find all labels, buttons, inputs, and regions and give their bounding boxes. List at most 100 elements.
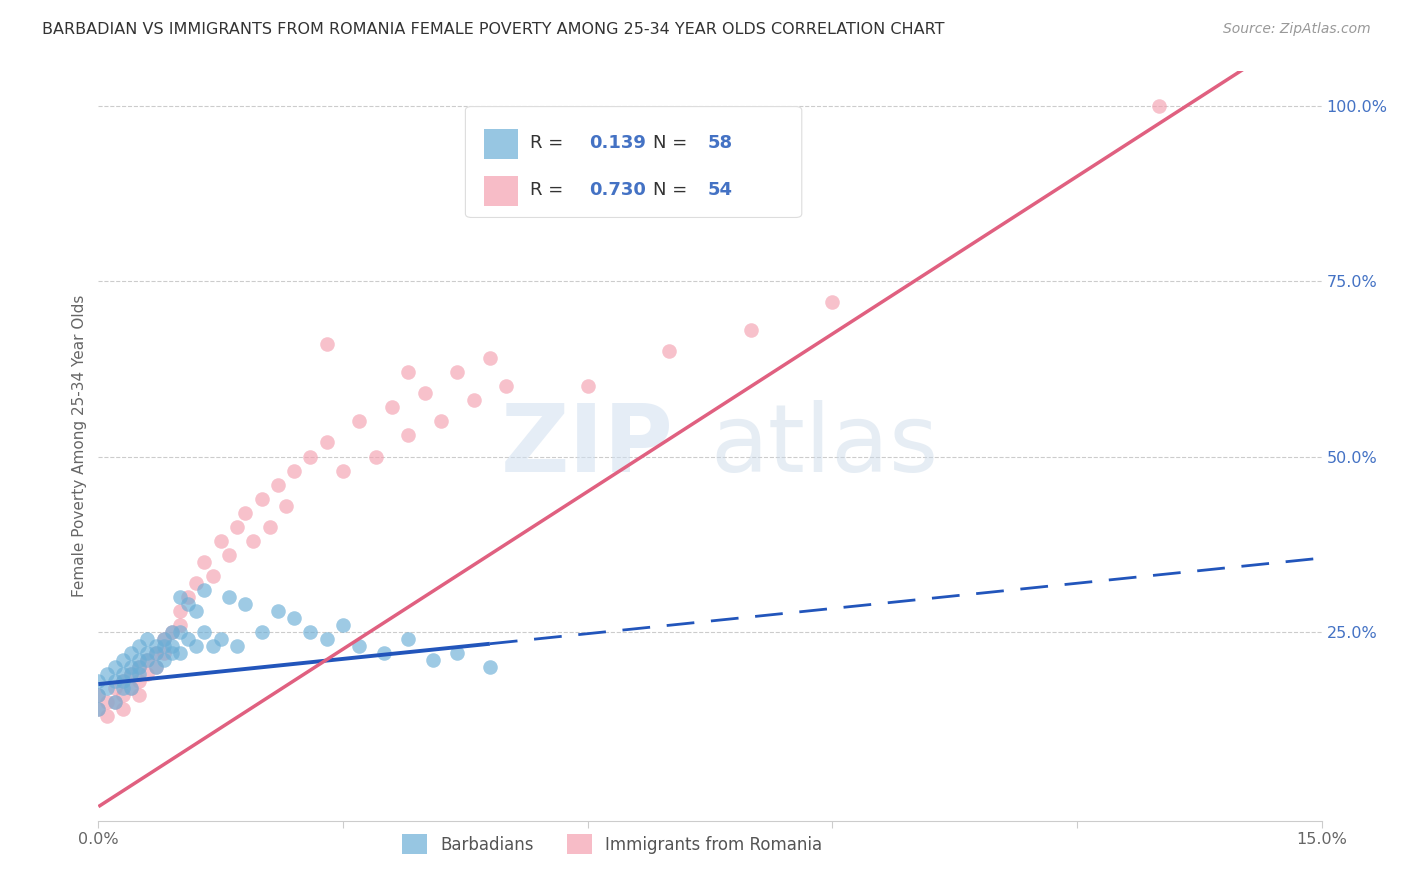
Point	[381, 401, 404, 415]
Point	[111, 673, 134, 688]
Point	[169, 624, 191, 639]
Point	[226, 519, 249, 533]
Point	[145, 639, 167, 653]
Point	[283, 463, 305, 477]
Point	[396, 632, 419, 646]
Point	[169, 617, 191, 632]
Point	[186, 639, 208, 653]
Point	[120, 681, 142, 695]
Point	[1147, 99, 1170, 113]
Point	[152, 652, 174, 666]
Point	[250, 624, 273, 639]
Text: atlas: atlas	[710, 400, 938, 492]
Point	[145, 646, 167, 660]
Point	[267, 477, 290, 491]
Point	[128, 659, 150, 673]
Point	[120, 681, 142, 695]
Point	[160, 624, 183, 639]
Point	[111, 701, 134, 715]
Point	[259, 519, 281, 533]
Point	[218, 590, 240, 604]
Point	[209, 533, 232, 548]
Point	[128, 639, 150, 653]
Legend: Barbadians, Immigrants from Romania: Barbadians, Immigrants from Romania	[395, 828, 830, 861]
Point	[658, 344, 681, 359]
Point	[332, 463, 354, 477]
Point	[136, 666, 159, 681]
Point	[193, 555, 215, 569]
Point	[201, 568, 224, 582]
Point	[446, 646, 468, 660]
Point	[495, 379, 517, 393]
Point	[136, 646, 159, 660]
Point	[104, 681, 127, 695]
Point	[169, 603, 191, 617]
FancyBboxPatch shape	[484, 129, 517, 159]
Point	[364, 450, 387, 464]
Point	[120, 646, 142, 660]
Point	[104, 695, 127, 709]
FancyBboxPatch shape	[465, 106, 801, 218]
Text: 58: 58	[707, 134, 733, 152]
Point	[193, 624, 215, 639]
Point	[413, 386, 436, 401]
Point	[299, 450, 322, 464]
Point	[87, 688, 110, 702]
Point	[128, 666, 150, 681]
Point	[152, 646, 174, 660]
Text: R =: R =	[530, 181, 569, 199]
Point	[430, 415, 453, 429]
Point	[478, 659, 501, 673]
Point	[233, 506, 256, 520]
Text: 54: 54	[707, 181, 733, 199]
Point	[186, 575, 208, 590]
Point	[120, 659, 142, 673]
Point	[169, 646, 191, 660]
Text: BARBADIAN VS IMMIGRANTS FROM ROMANIA FEMALE POVERTY AMONG 25-34 YEAR OLDS CORREL: BARBADIAN VS IMMIGRANTS FROM ROMANIA FEM…	[42, 22, 945, 37]
Point	[104, 659, 127, 673]
Point	[299, 624, 322, 639]
Point	[446, 366, 468, 380]
Point	[111, 681, 134, 695]
Point	[111, 688, 134, 702]
Text: ZIP: ZIP	[501, 400, 673, 492]
Point	[396, 366, 419, 380]
Point	[349, 639, 371, 653]
Point	[160, 624, 183, 639]
Point	[152, 639, 174, 653]
Point	[274, 499, 297, 513]
Point	[87, 701, 110, 715]
Point	[128, 659, 150, 673]
Point	[821, 295, 844, 310]
Point	[169, 590, 191, 604]
Point	[177, 632, 200, 646]
Point	[128, 652, 150, 666]
Point	[136, 632, 159, 646]
Point	[242, 533, 264, 548]
Point	[177, 590, 200, 604]
Point	[373, 646, 395, 660]
Point	[396, 428, 419, 442]
Point	[160, 639, 183, 653]
Point	[96, 695, 118, 709]
Point	[120, 666, 142, 681]
Point	[152, 632, 174, 646]
Point	[160, 646, 183, 660]
Point	[267, 603, 290, 617]
Point	[87, 688, 110, 702]
Point	[422, 652, 444, 666]
Point	[111, 652, 134, 666]
Point	[136, 652, 159, 666]
Point	[315, 435, 337, 450]
Point	[315, 632, 337, 646]
Point	[201, 639, 224, 653]
Point	[349, 415, 371, 429]
Text: Source: ZipAtlas.com: Source: ZipAtlas.com	[1223, 22, 1371, 37]
Text: N =: N =	[652, 134, 693, 152]
Point	[111, 673, 134, 688]
Point	[218, 548, 240, 562]
Point	[111, 666, 134, 681]
Point	[128, 673, 150, 688]
Point	[96, 666, 118, 681]
Text: 0.139: 0.139	[589, 134, 645, 152]
